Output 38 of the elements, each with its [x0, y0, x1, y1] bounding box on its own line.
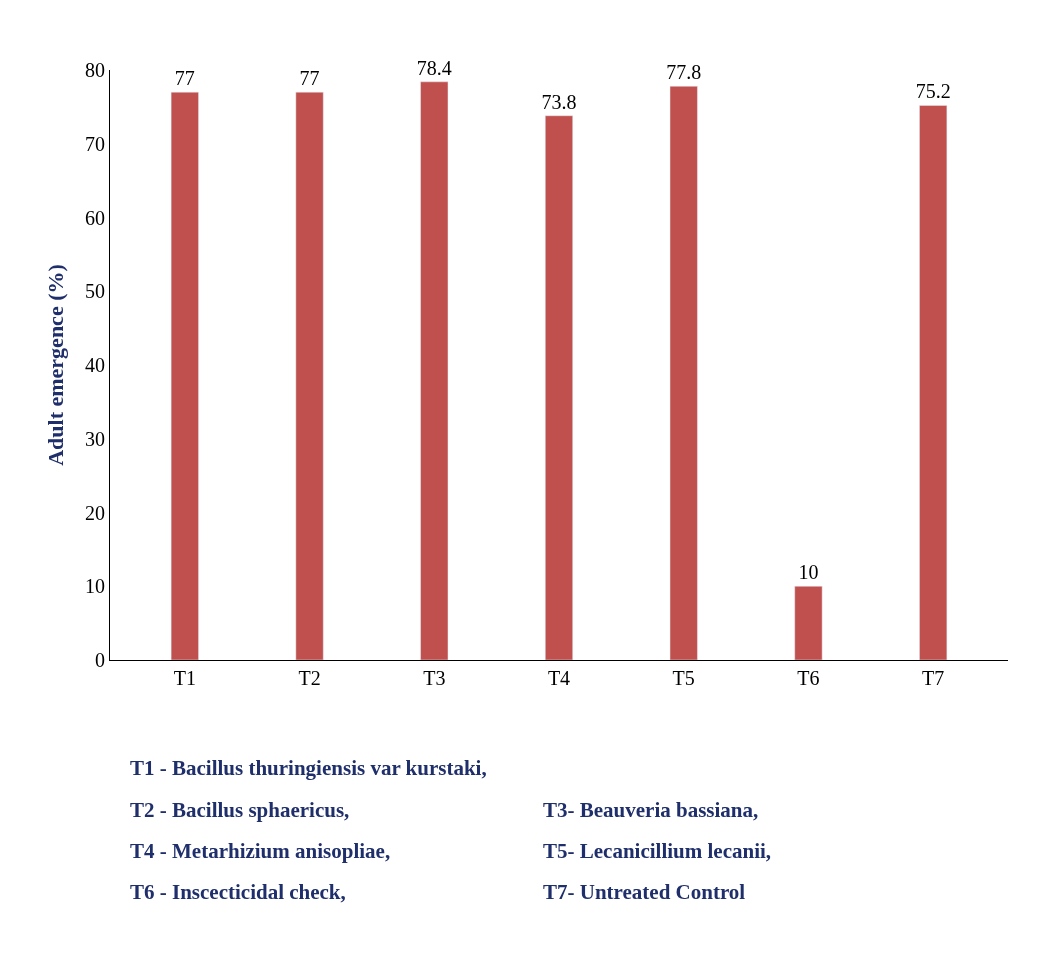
bar [794, 586, 823, 660]
text: T3- Beauveria bassiana, [543, 798, 759, 822]
x-tick-label: T6 [797, 667, 820, 689]
data-label: 77 [299, 67, 320, 90]
bar [420, 81, 449, 660]
bar [669, 85, 698, 660]
bar [545, 115, 573, 660]
data-label: 10 [798, 561, 819, 584]
y-tick-label: 10 [85, 575, 105, 598]
y-tick-label: 60 [85, 206, 105, 229]
text: T6 - Inscecticidal check, [130, 880, 346, 904]
text: T1 - Bacillus thuringiensis var kurstaki, [130, 756, 487, 780]
text: T7- Untreated Control [543, 880, 746, 904]
text: T4 - Metarhizium anisopliae, [130, 839, 391, 863]
y-axis-title: Adult emergence (%) [42, 264, 68, 466]
data-label: 77 [174, 67, 195, 90]
y-tick-label: 40 [85, 354, 105, 376]
bar [295, 91, 324, 660]
text: T2 - Bacillus sphaericus, [130, 798, 350, 822]
x-tick-label: T1 [173, 667, 196, 689]
data-label: 78.4 [416, 56, 452, 79]
data-label: 73.8 [541, 90, 577, 113]
data-label: 77.8 [666, 61, 702, 84]
y-tick-label: 20 [85, 501, 105, 524]
bar [170, 91, 199, 660]
x-tick-label: T5 [672, 667, 695, 689]
x-tick-label: T3 [423, 667, 446, 689]
y-tick-label: 50 [85, 280, 105, 303]
bar [919, 105, 948, 660]
x-tick-label: T4 [547, 667, 571, 689]
data-label: 75.2 [915, 80, 951, 103]
x-tick-label: T7 [922, 667, 945, 689]
y-tick-label: 0 [95, 649, 105, 671]
x-tick-label: T2 [298, 667, 321, 689]
y-tick-label: 70 [85, 132, 105, 155]
text: T5- Lecanicillium lecanii, [543, 839, 772, 863]
y-tick-label: 80 [85, 59, 105, 81]
y-tick-label: 30 [85, 427, 105, 450]
